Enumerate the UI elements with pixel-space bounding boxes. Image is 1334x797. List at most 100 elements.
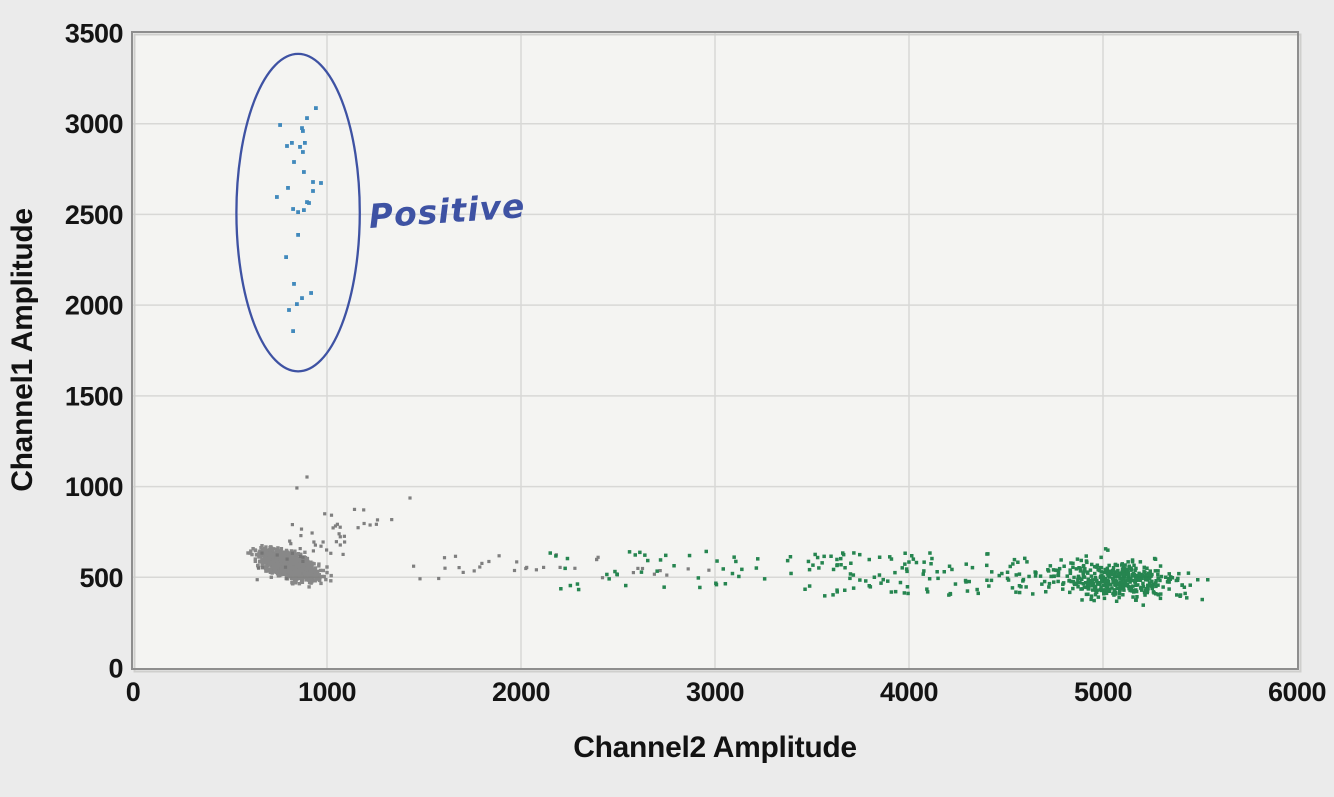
data-point (1146, 583, 1150, 588)
data-point (721, 567, 725, 571)
data-point (1097, 581, 1102, 586)
data-point (1084, 554, 1088, 558)
data-point (299, 579, 304, 583)
data-point (1046, 569, 1051, 573)
data-point (886, 579, 890, 583)
data-point (655, 569, 659, 573)
x-tick-label: 0 (126, 677, 141, 707)
data-point (253, 559, 257, 563)
data-point (1099, 570, 1103, 574)
data-point (707, 568, 711, 572)
data-point (1086, 582, 1090, 587)
data-point (1057, 566, 1062, 571)
data-point (967, 579, 971, 584)
data-point (309, 566, 313, 571)
data-point (1102, 596, 1107, 601)
data-point (285, 557, 289, 561)
data-point (356, 526, 360, 530)
data-point (613, 569, 617, 574)
data-point (311, 180, 315, 184)
data-point (291, 574, 295, 579)
data-point (1134, 566, 1138, 571)
data-point (290, 523, 294, 527)
data-point (304, 558, 309, 563)
data-point (1140, 576, 1144, 580)
data-point (1120, 567, 1125, 571)
data-point (558, 565, 562, 569)
data-point (1142, 574, 1146, 578)
data-point (1141, 581, 1145, 586)
data-point (267, 560, 271, 564)
plot-border (131, 31, 1299, 670)
data-point (789, 571, 793, 576)
data-point (902, 591, 907, 595)
data-point (1158, 596, 1163, 601)
data-point (665, 573, 669, 577)
data-point (922, 560, 926, 564)
data-point (300, 296, 304, 300)
data-point (264, 569, 268, 573)
data-point (262, 547, 267, 551)
data-point (1104, 584, 1109, 589)
data-point (284, 570, 288, 574)
data-point (362, 508, 366, 512)
data-point (922, 569, 926, 573)
data-point (554, 554, 558, 558)
data-point (1102, 592, 1106, 596)
data-point (1154, 592, 1158, 596)
data-point (1183, 591, 1187, 596)
data-point (925, 590, 930, 594)
data-point (734, 559, 738, 564)
gridlines (133, 33, 1297, 668)
data-point (1053, 568, 1058, 572)
data-point (286, 567, 290, 572)
data-point (822, 554, 826, 559)
series-negative-rain (255, 475, 412, 582)
data-point (278, 566, 282, 570)
data-point (251, 547, 255, 551)
data-point (294, 581, 298, 585)
data-point (338, 535, 342, 539)
data-point (848, 572, 853, 576)
data-point (910, 554, 914, 558)
data-point (1161, 585, 1165, 589)
data-point (1089, 578, 1093, 583)
data-point (1131, 595, 1135, 599)
data-point (314, 578, 318, 582)
data-point (1105, 579, 1109, 583)
data-point (903, 562, 907, 566)
data-point (1103, 547, 1108, 551)
data-point (624, 583, 628, 588)
data-point (596, 555, 600, 559)
data-point (487, 559, 491, 564)
data-point (542, 565, 546, 569)
data-point (754, 566, 759, 570)
data-point (1122, 588, 1126, 592)
data-point (515, 560, 519, 564)
data-point (1176, 576, 1180, 581)
data-point (1156, 583, 1160, 587)
data-point (250, 552, 254, 557)
data-point (1151, 582, 1156, 587)
data-point (1130, 574, 1135, 578)
data-point (275, 195, 279, 199)
data-point (1075, 557, 1080, 561)
data-point (283, 572, 288, 577)
data-point (1096, 568, 1100, 572)
data-point (1137, 571, 1141, 576)
data-point (1150, 572, 1154, 577)
data-point (1101, 575, 1106, 579)
data-point (1089, 574, 1094, 578)
data-point (309, 291, 313, 295)
data-point (1084, 585, 1088, 590)
data-point (297, 568, 301, 572)
data-point (1138, 578, 1143, 582)
data-point (851, 573, 856, 577)
data-point (334, 540, 338, 544)
data-point (280, 565, 284, 570)
data-point (291, 329, 295, 333)
data-point (1033, 574, 1038, 578)
data-point (829, 554, 833, 558)
data-point (1084, 581, 1088, 585)
data-point (301, 129, 305, 133)
